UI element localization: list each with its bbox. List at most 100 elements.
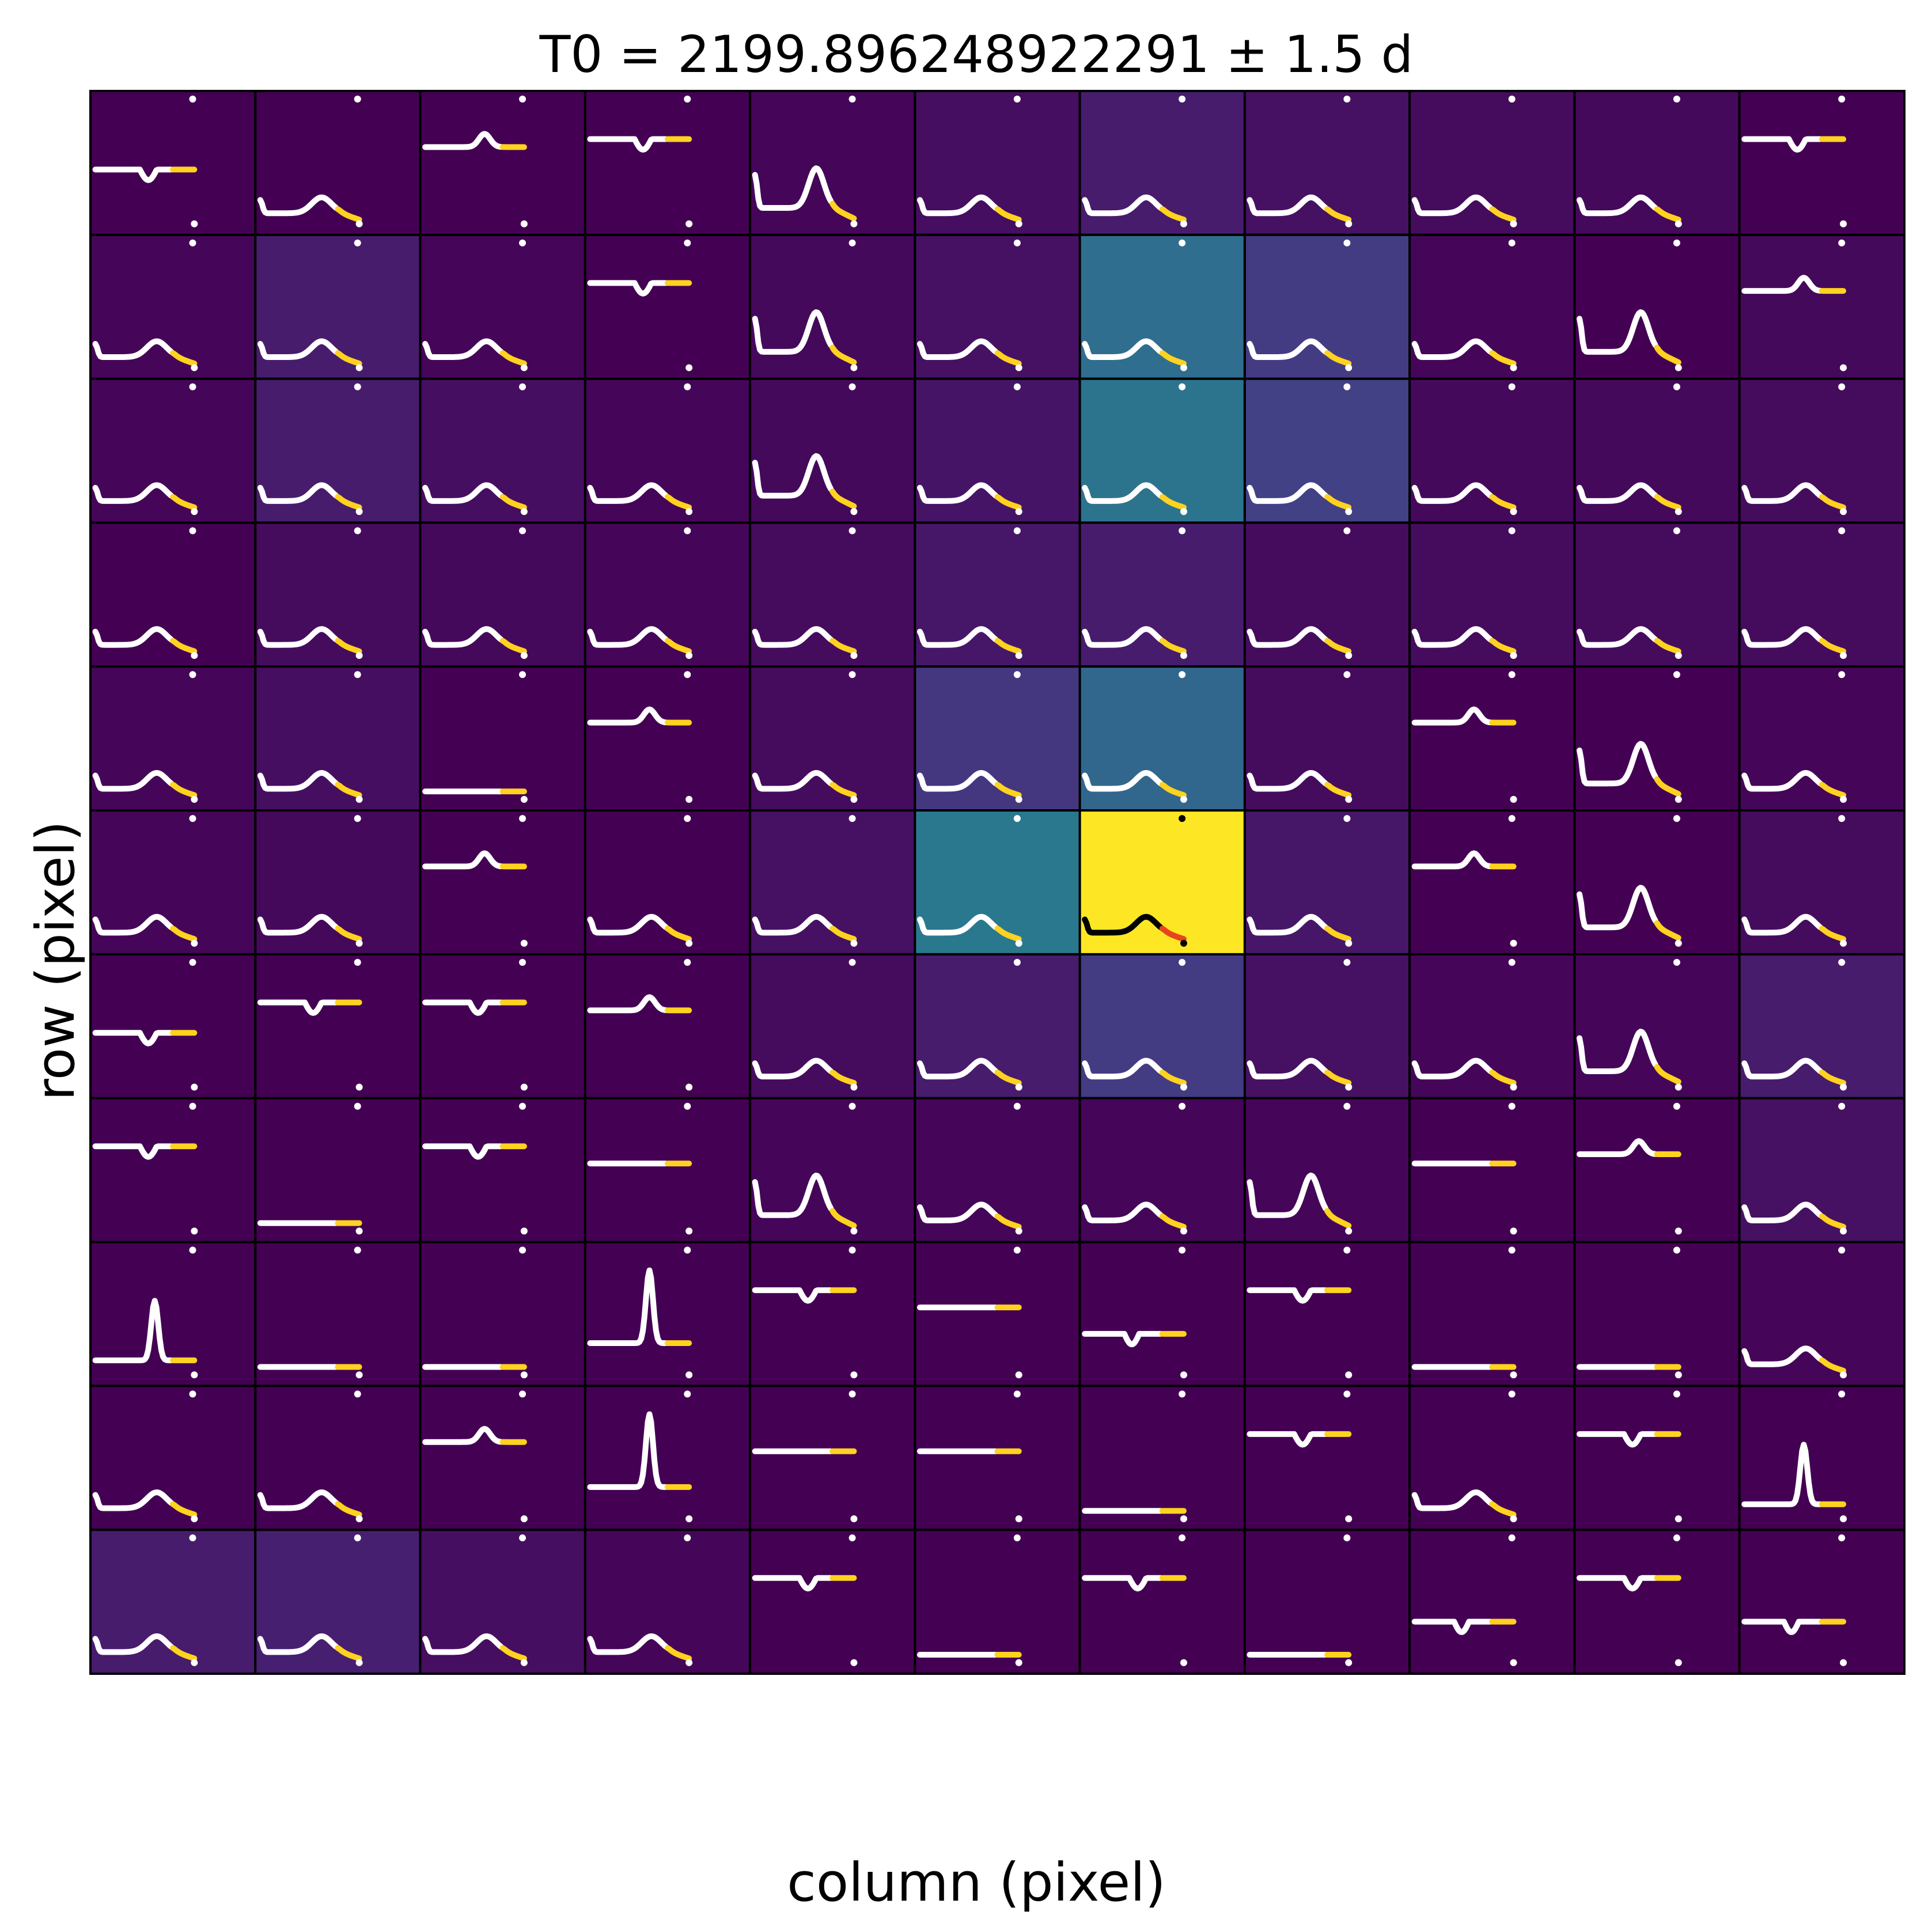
pixel-cell bbox=[584, 90, 752, 236]
lightcurve-outlier-point bbox=[1013, 1390, 1021, 1398]
lightcurve-outlier-point bbox=[1673, 1246, 1680, 1254]
lightcurve-point bbox=[1015, 1083, 1022, 1091]
lightcurve-highlight bbox=[1489, 638, 1517, 654]
lightcurve-line bbox=[587, 1411, 669, 1490]
lightcurve-outlier-point bbox=[354, 671, 361, 678]
lightcurve-line bbox=[1247, 1431, 1329, 1448]
lightcurve-line bbox=[92, 482, 175, 504]
lightcurve-highlight bbox=[1324, 206, 1352, 223]
lightcurve-outlier-point bbox=[684, 239, 691, 247]
lightcurve-highlight bbox=[1159, 494, 1187, 510]
pixel-cell bbox=[1573, 665, 1741, 812]
lightcurve-highlight bbox=[335, 350, 362, 367]
lightcurve-point bbox=[850, 1659, 858, 1666]
lightcurve-outlier-point bbox=[848, 1246, 856, 1254]
lightcurve-highlight bbox=[1159, 638, 1187, 654]
lightcurve-point bbox=[1015, 652, 1022, 659]
lightcurve-point bbox=[355, 220, 363, 228]
lightcurve-point bbox=[355, 1227, 363, 1235]
lightcurve-line bbox=[92, 166, 175, 183]
lightcurve-outlier-point bbox=[1673, 671, 1680, 678]
lightcurve-highlight bbox=[1819, 494, 1847, 510]
lightcurve-line bbox=[1247, 194, 1329, 217]
lightcurve-highlight bbox=[1819, 1213, 1847, 1230]
lightcurve-highlight bbox=[1654, 344, 1681, 366]
lightcurve-highlight bbox=[335, 926, 362, 942]
lightcurve-line bbox=[1577, 1431, 1658, 1448]
pixel-cell bbox=[419, 809, 586, 956]
lightcurve-point bbox=[850, 795, 858, 803]
lightcurve-outlier-point bbox=[1013, 671, 1021, 678]
pixel-cell bbox=[914, 1241, 1081, 1387]
lightcurve-point bbox=[1015, 1371, 1022, 1379]
lightcurve-point bbox=[1015, 939, 1022, 947]
lightcurve-highlight bbox=[994, 638, 1022, 654]
lightcurve-outlier-point bbox=[684, 527, 691, 534]
lightcurve-line bbox=[916, 338, 999, 361]
lightcurve-outlier-point bbox=[189, 1390, 196, 1398]
lightcurve-point bbox=[850, 1371, 858, 1379]
lightcurve-highlight bbox=[1654, 206, 1681, 223]
lightcurve-outlier-point bbox=[1673, 1390, 1680, 1398]
lightcurve-outlier-point bbox=[848, 815, 856, 822]
lightcurve-line bbox=[916, 1201, 999, 1223]
lightcurve-outlier-point bbox=[1343, 1246, 1351, 1254]
lightcurve-line bbox=[1577, 482, 1658, 504]
lightcurve-highlight bbox=[1489, 1070, 1517, 1086]
lightcurve-point bbox=[191, 220, 198, 228]
lightcurve-highlight bbox=[1324, 638, 1352, 654]
lightcurve-point bbox=[1510, 1659, 1517, 1666]
lightcurve-outlier-point bbox=[1508, 1246, 1516, 1254]
lightcurve-outlier-point bbox=[1179, 1534, 1186, 1542]
lightcurve-point bbox=[850, 220, 858, 228]
lightcurve-line bbox=[587, 1633, 669, 1655]
lightcurve-line bbox=[1082, 1330, 1164, 1348]
pixel-cell bbox=[749, 1529, 916, 1675]
lightcurve-line bbox=[916, 194, 999, 217]
lightcurve-line bbox=[1247, 1172, 1329, 1218]
lightcurve-outlier-point bbox=[684, 1246, 691, 1254]
lightcurve-point bbox=[1510, 939, 1517, 947]
lightcurve-point bbox=[1840, 1659, 1847, 1666]
lightcurve-point bbox=[1510, 1515, 1517, 1522]
lightcurve-outlier-point bbox=[1013, 1246, 1021, 1254]
lightcurve-point bbox=[191, 364, 198, 371]
lightcurve-line bbox=[1741, 769, 1824, 792]
lightcurve-point bbox=[1345, 220, 1353, 228]
lightcurve-line bbox=[587, 482, 669, 504]
lightcurve-line bbox=[1082, 913, 1164, 936]
lightcurve-highlight bbox=[1324, 782, 1352, 798]
lightcurve-outlier-point bbox=[1179, 527, 1186, 534]
pixel-cell bbox=[1738, 233, 1906, 380]
lightcurve-line bbox=[1082, 769, 1164, 792]
lightcurve-outlier-point bbox=[189, 1534, 196, 1542]
lightcurve-point bbox=[1840, 364, 1847, 371]
pixel-cell bbox=[1573, 233, 1741, 380]
lightcurve-outlier-point bbox=[519, 958, 526, 966]
lightcurve-outlier-point bbox=[519, 815, 526, 822]
lightcurve-line bbox=[752, 769, 834, 792]
lightcurve-outlier-point bbox=[1673, 958, 1680, 966]
lightcurve-point bbox=[1345, 652, 1353, 659]
pixel-cell bbox=[1738, 1529, 1906, 1675]
lightcurve-outlier-point bbox=[1508, 239, 1516, 247]
lightcurve-outlier-point bbox=[519, 239, 526, 247]
lightcurve-line bbox=[1741, 1442, 1824, 1507]
lightcurve-point bbox=[1180, 220, 1187, 228]
lightcurve-highlight bbox=[664, 926, 692, 942]
lightcurve-point bbox=[520, 220, 528, 228]
lightcurve-highlight bbox=[335, 782, 362, 798]
lightcurve-highlight bbox=[499, 350, 527, 367]
lightcurve-highlight bbox=[170, 638, 198, 654]
pixel-cell bbox=[584, 1385, 752, 1531]
lightcurve-outlier-point bbox=[1013, 527, 1021, 534]
lightcurve-point bbox=[1675, 1659, 1682, 1666]
lightcurve-outlier-point bbox=[189, 815, 196, 822]
lightcurve-line bbox=[1411, 194, 1494, 217]
lightcurve-outlier-point bbox=[1343, 239, 1351, 247]
pixel-cell bbox=[419, 1241, 586, 1387]
lightcurve-point bbox=[1345, 939, 1353, 947]
lightcurve-highlight bbox=[1819, 1357, 1847, 1374]
lightcurve-line bbox=[1741, 1618, 1824, 1635]
lightcurve-highlight bbox=[335, 1501, 362, 1518]
